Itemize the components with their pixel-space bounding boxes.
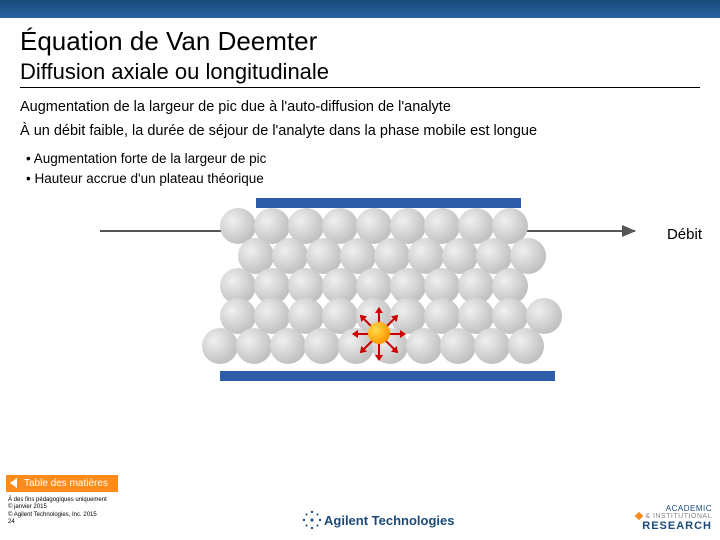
air-line-2: & INSTITUTIONAL (633, 513, 712, 520)
air-logo: ACADEMIC & INSTITUTIONAL RESEARCH (633, 504, 712, 532)
air-line-1: ACADEMIC (633, 504, 712, 513)
footer-line-4: 24 (8, 519, 107, 526)
bullet-1: • Augmentation forte de la largeur de pi… (26, 149, 700, 169)
agilent-spark-icon (300, 508, 324, 532)
bullet-list: • Augmentation forte de la largeur de pi… (26, 149, 700, 188)
air-line-3: RESEARCH (633, 520, 712, 532)
paragraph-1: Augmentation de la largeur de pic due à … (20, 98, 700, 118)
flow-label: Débit (667, 226, 702, 243)
bullet-2: • Hauteur accrue d'un plateau théorique (26, 169, 700, 189)
packing-particles (220, 208, 560, 364)
slide-title: Équation de Van Deemter (20, 26, 700, 57)
column-wall-bottom (220, 371, 555, 381)
footer-line-2: © janvier 2015 (8, 504, 107, 511)
slide-subtitle: Diffusion axiale ou longitudinale (20, 59, 700, 88)
agilent-text: Agilent Technologies (324, 513, 455, 528)
column-diagram: Débit (190, 198, 650, 378)
toc-label: Table des matières (24, 478, 108, 489)
toc-button[interactable]: Table des matières (6, 475, 118, 492)
paragraph-2: À un débit faible, la durée de séjour de… (20, 122, 700, 142)
content-area: Équation de Van Deemter Diffusion axiale… (0, 18, 720, 378)
footer-line-3: © Agilent Technologies, Inc. 2015 (8, 512, 107, 519)
column-wall-top (256, 198, 521, 208)
agilent-logo: Agilent Technologies (300, 508, 455, 532)
header-bar (0, 0, 720, 18)
footer-text: À des fins pédagogiques uniquement © jan… (8, 497, 107, 526)
